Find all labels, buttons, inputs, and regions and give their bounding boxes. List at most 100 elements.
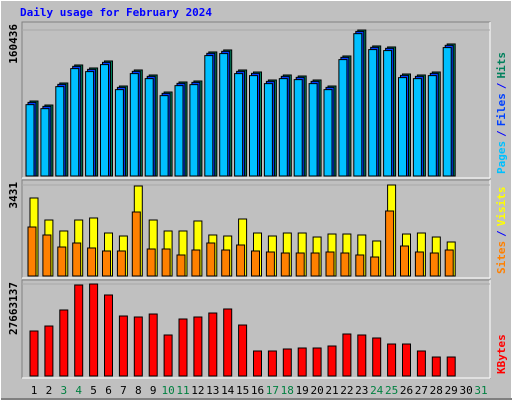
bar [338, 59, 348, 177]
bar [323, 89, 333, 177]
legend-entry: Hits [495, 52, 508, 79]
bar [44, 325, 54, 377]
x-tick-label: 28 [430, 384, 443, 397]
bar [174, 85, 184, 177]
x-tick-label: 19 [296, 384, 309, 397]
bar [178, 318, 188, 377]
bar [293, 79, 303, 177]
bar [357, 334, 367, 377]
bar [278, 78, 288, 177]
x-tick-label: 18 [281, 384, 294, 397]
bar [55, 86, 65, 177]
bar [446, 356, 456, 377]
bar [398, 77, 407, 177]
legend: Sites / Visits [495, 187, 508, 275]
x-tick-label: 30 [459, 384, 472, 397]
bar [402, 343, 411, 377]
bar [161, 248, 171, 277]
legend: KBytes [495, 334, 508, 374]
bar [42, 234, 52, 277]
legend-entry: Visits [495, 187, 508, 227]
bar [193, 316, 203, 377]
bar [59, 309, 69, 377]
bar [249, 75, 258, 177]
y-tick-label: 160436 [7, 24, 20, 64]
bar [219, 53, 229, 177]
bar [206, 242, 216, 277]
bar [204, 55, 214, 177]
x-tick-label: 29 [445, 384, 458, 397]
legend-entry: Sites [495, 241, 508, 274]
y-tick-label: 3431 [7, 182, 20, 209]
bar [144, 78, 154, 177]
bar [118, 315, 128, 377]
bar [146, 248, 156, 277]
x-tick-label: 27 [415, 384, 428, 397]
bar [116, 250, 126, 277]
bar [327, 345, 337, 377]
legend-entry: KBytes [495, 334, 508, 374]
bar [238, 324, 248, 377]
x-tick-label: 9 [150, 384, 157, 397]
x-tick-label: 17 [266, 384, 279, 397]
x-tick-label: 21 [325, 384, 338, 397]
x-tick-label: 5 [90, 384, 97, 397]
chart-title: Daily usage for February 2024 [20, 6, 212, 19]
bar [312, 347, 322, 377]
legend-entry: Files [495, 93, 508, 126]
bar [416, 350, 426, 377]
x-tick-label: 15 [236, 384, 249, 397]
x-tick-label: 2 [46, 384, 53, 397]
x-tick-label: 6 [105, 384, 112, 397]
bar [85, 71, 95, 177]
bar [74, 284, 84, 377]
bar [353, 33, 363, 177]
bar [236, 244, 246, 277]
bar [295, 252, 305, 277]
legend: Pages / Files / Hits [495, 52, 508, 174]
bar [325, 251, 335, 277]
bar [263, 83, 273, 177]
bar [297, 347, 307, 377]
bar [100, 64, 109, 177]
bar [427, 75, 437, 177]
bar [129, 73, 139, 177]
bar [387, 343, 397, 377]
bar [267, 350, 277, 377]
bar [221, 249, 231, 277]
bar [253, 350, 262, 377]
bar [29, 330, 39, 377]
x-tick-label: 13 [206, 384, 219, 397]
bar [310, 252, 320, 277]
bar [370, 256, 380, 277]
x-tick-label: 24 [370, 384, 384, 397]
bar [27, 226, 37, 277]
bar [89, 283, 99, 377]
x-tick-label: 3 [60, 384, 67, 397]
x-tick-label: 12 [191, 384, 204, 397]
bar [234, 73, 244, 177]
bar [412, 78, 422, 177]
bar [431, 356, 441, 377]
bar [355, 254, 365, 277]
bar [282, 348, 292, 377]
bar [159, 95, 169, 177]
bar [189, 84, 199, 177]
x-tick-label: 1 [31, 384, 38, 397]
bar [148, 313, 158, 377]
frame-shadow [1, 398, 512, 400]
x-tick-label: 11 [176, 384, 189, 397]
bar [442, 47, 452, 177]
x-tick-label: 31 [474, 384, 487, 397]
x-tick-label: 14 [221, 384, 235, 397]
bar [208, 312, 218, 377]
bar [385, 210, 395, 277]
bar [104, 294, 113, 377]
bar [25, 104, 35, 177]
bar [340, 252, 350, 277]
bar [383, 50, 393, 177]
bar [414, 251, 424, 277]
bar [265, 251, 275, 277]
x-tick-label: 26 [400, 384, 413, 397]
